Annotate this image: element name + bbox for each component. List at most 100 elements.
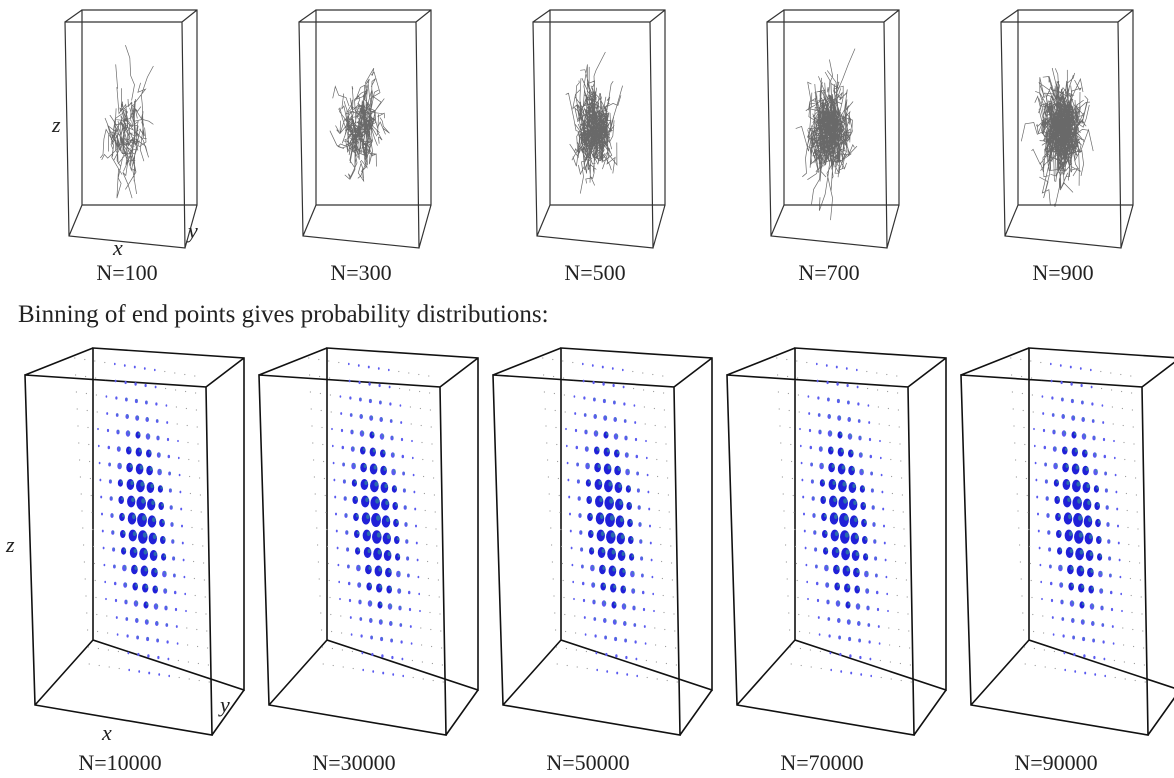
dot: [320, 612, 322, 614]
frame-box: [726, 347, 947, 736]
blob-shade: [1082, 602, 1085, 606]
dot: [667, 477, 669, 479]
blob: [104, 580, 107, 584]
dot: [204, 596, 206, 598]
blob: [127, 651, 130, 655]
dot: [88, 443, 90, 446]
blob-shade: [1062, 617, 1064, 620]
blob: [333, 478, 336, 482]
blob: [168, 674, 171, 678]
blob-shade: [1067, 497, 1071, 503]
dot: [781, 459, 783, 461]
blob-shade: [391, 639, 393, 641]
dot: [199, 494, 201, 496]
blob: [857, 402, 860, 406]
blob-shade: [121, 497, 124, 501]
blob-shade: [1056, 480, 1059, 484]
blob-shade: [625, 419, 627, 422]
dot: [105, 378, 107, 381]
blob: [1115, 490, 1118, 494]
blob-shade: [1062, 398, 1064, 400]
dot: [74, 357, 76, 359]
blob-shade: [849, 637, 851, 640]
dot: [423, 475, 425, 478]
blob: [184, 592, 187, 596]
dot: [1012, 408, 1014, 410]
blob-shade: [1075, 465, 1079, 470]
dot: [87, 426, 89, 429]
dot: [164, 370, 166, 373]
blob: [647, 490, 650, 494]
dot: [318, 358, 320, 361]
blob-shade: [607, 465, 611, 470]
blob-shade: [623, 586, 626, 590]
dot: [575, 649, 578, 651]
blob: [105, 395, 108, 398]
blob-shade: [359, 583, 361, 586]
blob-shade: [1062, 600, 1064, 603]
random-walks: [565, 51, 623, 194]
dot: [656, 678, 658, 680]
blob: [649, 541, 652, 545]
dot: [434, 511, 436, 513]
blob: [870, 674, 873, 678]
dot: [556, 443, 558, 446]
dot: [787, 392, 790, 395]
dot: [1040, 361, 1042, 364]
blob: [1110, 607, 1114, 612]
dot: [316, 527, 318, 529]
dot: [331, 630, 333, 633]
blob: [869, 657, 872, 661]
blob-shade: [845, 549, 850, 555]
dot: [900, 460, 902, 462]
blob: [845, 367, 848, 370]
blob-shade: [158, 436, 160, 439]
blob-shade: [147, 417, 149, 420]
dot: [890, 458, 892, 461]
blob: [817, 396, 820, 400]
blob-shade: [1102, 623, 1104, 626]
blob-shade: [626, 436, 628, 439]
dot: [419, 407, 421, 410]
dot: [85, 392, 87, 395]
blob: [334, 495, 337, 499]
blob: [177, 456, 180, 460]
blob: [569, 529, 572, 533]
blob-shade: [1072, 618, 1075, 621]
blob: [1119, 575, 1122, 579]
dot: [1132, 426, 1134, 428]
dot: [398, 370, 400, 373]
blob-shade: [136, 399, 138, 402]
dot: [555, 629, 557, 631]
blob-shade: [1106, 488, 1108, 491]
dot: [433, 494, 435, 496]
dot: [1131, 611, 1133, 614]
dot: [900, 679, 902, 682]
dot: [879, 659, 882, 662]
dot: [797, 377, 799, 379]
blob-shade: [392, 453, 395, 456]
dot: [659, 526, 661, 529]
blob-shade: [854, 534, 859, 540]
dot: [175, 389, 177, 391]
dot: [432, 460, 434, 462]
blob-shade: [166, 606, 168, 609]
blob-shade: [392, 436, 394, 439]
blob: [409, 625, 412, 628]
blob: [601, 365, 604, 369]
blob-shade: [596, 431, 598, 434]
dot: [674, 630, 676, 632]
dot: [895, 560, 897, 563]
dot: [1144, 681, 1146, 683]
blob-shade: [1080, 567, 1084, 572]
blob-shade: [1092, 621, 1095, 624]
dot: [87, 646, 89, 648]
blob: [1037, 512, 1039, 516]
dot: [892, 509, 894, 512]
dot: [905, 579, 908, 581]
blob-shade: [824, 514, 827, 518]
blob-shade: [578, 479, 580, 482]
dot: [1031, 596, 1033, 599]
blob: [341, 445, 345, 450]
dot: [665, 645, 667, 648]
